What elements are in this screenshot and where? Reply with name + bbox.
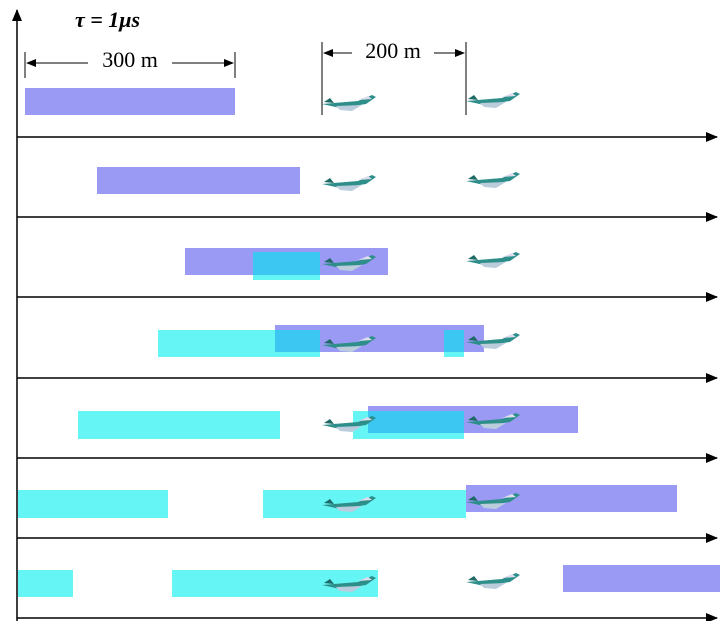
pulse xyxy=(78,411,280,439)
pulse xyxy=(563,565,720,592)
pulse xyxy=(253,252,320,275)
pulse xyxy=(97,167,300,194)
pulse xyxy=(444,330,464,352)
aircraft xyxy=(322,175,376,191)
pulse-rows xyxy=(17,88,720,621)
pulse xyxy=(18,490,168,518)
pulse-label: τ = 1μs xyxy=(75,7,140,32)
pulse xyxy=(275,330,320,352)
aircraft xyxy=(466,252,520,268)
pulse xyxy=(25,88,235,115)
pulse xyxy=(18,570,73,597)
pulse-length-label: 300 m xyxy=(102,47,158,72)
aircraft xyxy=(466,573,520,589)
pulse xyxy=(368,411,464,433)
separation-label: 200 m xyxy=(365,38,421,63)
pulse xyxy=(466,485,677,512)
aircraft xyxy=(322,95,376,111)
aircraft xyxy=(466,92,520,108)
aircraft xyxy=(466,172,520,188)
